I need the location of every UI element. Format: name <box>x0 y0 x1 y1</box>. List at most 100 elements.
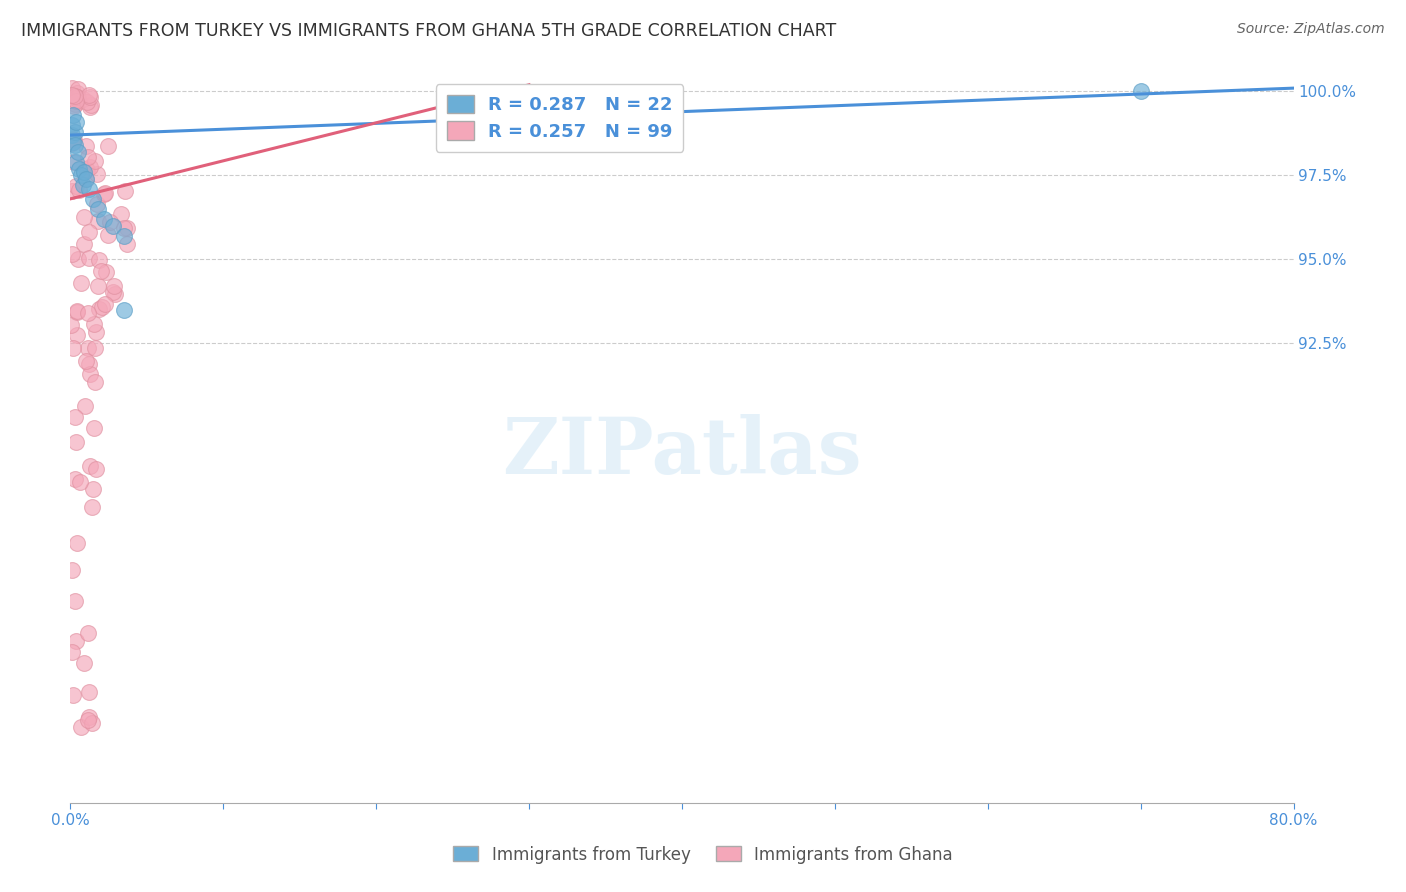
Point <box>112 302 135 317</box>
Point <box>66 86 89 100</box>
Point <box>66 82 89 96</box>
Point <box>62 108 84 122</box>
Point <box>67 94 90 108</box>
Point <box>77 251 100 265</box>
Legend: Immigrants from Turkey, Immigrants from Ghana: Immigrants from Turkey, Immigrants from … <box>447 839 959 871</box>
Point <box>66 252 89 267</box>
Point <box>103 285 125 299</box>
Point <box>110 207 132 221</box>
Point <box>60 88 83 103</box>
Point <box>115 221 138 235</box>
Point <box>63 133 86 147</box>
Point <box>79 685 101 699</box>
Point <box>82 716 104 731</box>
Point <box>101 219 124 233</box>
Point <box>65 94 87 108</box>
Point <box>69 720 91 734</box>
Point <box>66 145 89 159</box>
Point <box>60 318 83 332</box>
Point <box>75 161 97 176</box>
Point <box>87 214 110 228</box>
Point <box>87 302 110 317</box>
Point <box>63 409 86 424</box>
Point <box>69 161 91 176</box>
Point <box>103 279 125 293</box>
Point <box>77 87 100 102</box>
Point <box>63 97 86 112</box>
Point <box>62 688 84 702</box>
Point <box>75 171 97 186</box>
Point <box>84 326 107 340</box>
Point <box>73 165 96 179</box>
Legend: R = 0.287   N = 22, R = 0.257   N = 99: R = 0.287 N = 22, R = 0.257 N = 99 <box>436 84 683 152</box>
Point <box>84 154 107 169</box>
Point <box>65 92 87 106</box>
Point <box>86 197 108 211</box>
Text: ZIPatlas: ZIPatlas <box>502 414 862 490</box>
Point <box>72 178 94 193</box>
Point <box>82 482 104 496</box>
Point <box>65 536 87 550</box>
Point <box>90 264 112 278</box>
Point <box>72 92 94 106</box>
Point <box>97 139 120 153</box>
Point <box>62 132 84 146</box>
Point <box>79 459 101 474</box>
Point <box>60 118 83 132</box>
Point <box>115 237 138 252</box>
Point <box>1129 85 1152 99</box>
Point <box>60 247 83 261</box>
Point <box>65 178 87 193</box>
Point <box>62 341 84 355</box>
Point <box>104 286 127 301</box>
Point <box>63 88 86 103</box>
Point <box>94 297 117 311</box>
Text: Source: ZipAtlas.com: Source: ZipAtlas.com <box>1237 22 1385 37</box>
Point <box>84 462 107 476</box>
Point <box>63 138 86 153</box>
Point <box>79 226 101 240</box>
Point <box>75 353 97 368</box>
Point <box>65 593 87 607</box>
Point <box>75 172 97 186</box>
Point <box>60 128 83 142</box>
Point <box>73 210 96 224</box>
Point <box>73 237 96 252</box>
Point <box>79 710 101 724</box>
Text: IMMIGRANTS FROM TURKEY VS IMMIGRANTS FROM GHANA 5TH GRADE CORRELATION CHART: IMMIGRANTS FROM TURKEY VS IMMIGRANTS FRO… <box>21 22 837 40</box>
Point <box>79 90 101 104</box>
Point <box>69 475 91 490</box>
Point <box>79 367 101 381</box>
Point <box>66 90 89 104</box>
Point <box>65 155 87 169</box>
Point <box>82 192 104 206</box>
Point <box>86 167 108 181</box>
Point <box>60 184 83 198</box>
Point <box>66 328 89 343</box>
Point <box>79 100 101 114</box>
Point <box>76 150 98 164</box>
Point <box>69 276 91 290</box>
Point <box>75 399 97 413</box>
Point <box>87 278 110 293</box>
Point <box>76 163 98 178</box>
Point <box>87 252 110 267</box>
Point <box>77 357 100 371</box>
Point <box>90 300 112 314</box>
Point <box>80 98 103 112</box>
Point <box>77 625 100 640</box>
Point <box>83 421 105 435</box>
Point <box>96 227 118 242</box>
Point <box>67 183 90 197</box>
Point <box>79 160 101 174</box>
Point <box>65 435 87 450</box>
Point <box>73 657 96 671</box>
Point <box>87 202 110 216</box>
Point <box>93 187 115 202</box>
Point <box>94 265 117 279</box>
Point <box>76 713 98 727</box>
Point <box>65 305 87 319</box>
Point <box>76 95 98 110</box>
Point <box>112 228 135 243</box>
Point <box>65 114 87 128</box>
